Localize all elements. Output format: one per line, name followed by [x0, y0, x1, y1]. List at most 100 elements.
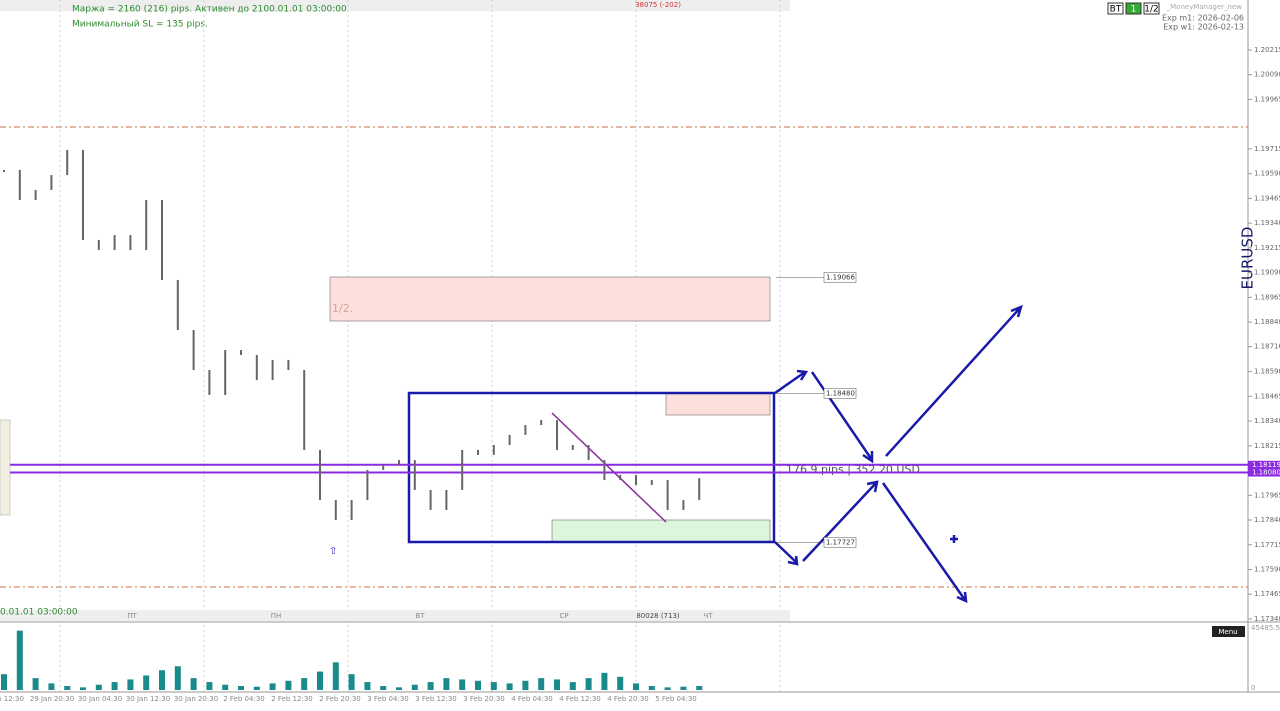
- toolbar-button-label[interactable]: 1: [1131, 5, 1137, 15]
- price-tag-label: 1.18119: [1252, 461, 1280, 469]
- day-label: ПТ: [127, 612, 137, 620]
- toolbar-button-label[interactable]: 1/2: [1144, 5, 1158, 15]
- margin-text: Маржа = 2160 (216) pips. Активен до 2100…: [72, 5, 347, 15]
- cross: [950, 535, 958, 543]
- price-tick-label: 1.17465: [1254, 590, 1280, 598]
- volume-bar: [601, 672, 608, 690]
- menu-text[interactable]: Menu: [1218, 628, 1237, 636]
- volume-bar: [696, 686, 703, 690]
- price-tick-label: 1.19715: [1254, 145, 1280, 153]
- volume-bar: [664, 687, 671, 690]
- zone-label: 1/2.: [332, 302, 353, 315]
- volume-bar: [348, 674, 355, 690]
- top-bar: [0, 0, 790, 11]
- volume-bar: [16, 630, 23, 690]
- arrow: [774, 369, 809, 395]
- arrow: [885, 304, 1023, 457]
- volume-bar: [80, 687, 86, 690]
- day-label: ПН: [271, 612, 282, 620]
- date-label: 2 Feb 12:30: [271, 695, 312, 703]
- volume-bar: [617, 676, 624, 690]
- supply-zone: [329, 276, 771, 322]
- volume-bar: [238, 686, 244, 690]
- toolbar-button-label[interactable]: BT: [1110, 5, 1122, 15]
- day-label: ВТ: [415, 612, 425, 620]
- level-label: 1.17727: [826, 538, 855, 546]
- volume-bar: [411, 684, 418, 690]
- date-label: 30 Jan 12:30: [126, 695, 170, 703]
- buy-zone: [551, 519, 771, 543]
- trend-line: [551, 412, 667, 523]
- toolbar-button[interactable]: [1125, 2, 1142, 15]
- volume-bar: [475, 680, 481, 690]
- price-tick-label: 1.18590: [1254, 368, 1280, 376]
- exp-m1: Exp m1: 2026-02-06: [1162, 14, 1244, 23]
- volume-bar: [143, 675, 150, 690]
- time-left-label: 0.01.01 03:00:00: [0, 608, 78, 618]
- date-label: 30 Jan 04:30: [78, 695, 122, 703]
- volume-bar: [1, 674, 7, 690]
- volume-bar: [522, 680, 529, 690]
- volume-bar: [317, 671, 323, 690]
- volume-bar: [648, 686, 655, 690]
- side-panel: [0, 419, 11, 516]
- volume-bar: [633, 683, 639, 690]
- date-label: 4 Feb 12:30: [559, 695, 600, 703]
- volume-bar: [380, 686, 387, 690]
- level-box: [823, 537, 857, 548]
- top-counter: 38075 (-202): [635, 1, 681, 9]
- exp-w1: Exp w1: 2026-02-13: [1163, 23, 1244, 32]
- date-label: 2 Feb 04:30: [223, 695, 264, 703]
- volume-bar: [64, 686, 71, 690]
- volume-bar: [222, 684, 229, 690]
- price-tick-label: 1.18215: [1254, 442, 1280, 450]
- volume-bar: [538, 678, 545, 690]
- price-tick-label: 1.19965: [1254, 95, 1280, 103]
- volume-bar: [680, 686, 687, 690]
- volume-bar: [332, 662, 339, 690]
- price-tick-label: 1.19340: [1254, 219, 1280, 227]
- volume-bar: [95, 684, 102, 690]
- date-label: 3 Feb 20:30: [463, 695, 504, 703]
- toolbar-button[interactable]: [1107, 2, 1124, 15]
- sell-zone: [665, 392, 771, 416]
- time-bar: [0, 610, 790, 621]
- price-tag-label: 1.18080: [1252, 469, 1280, 477]
- price-tick-label: 1.17840: [1254, 516, 1280, 524]
- price-tick-label: 1.17340: [1254, 615, 1280, 623]
- menu-button[interactable]: [1212, 626, 1245, 637]
- price-tick-label: 1.18716: [1254, 343, 1280, 351]
- price-tag: [1248, 460, 1280, 469]
- indicator-name: _MoneyManager_new: [1166, 3, 1243, 11]
- range-box: [407, 391, 776, 544]
- price-tick-label: 1.19590: [1254, 170, 1280, 178]
- date-label: 2 Feb 20:30: [319, 695, 360, 703]
- price-tick-label: 1.18340: [1254, 417, 1280, 425]
- date-label: 5 Feb 04:30: [655, 695, 696, 703]
- volume-bar: [285, 680, 292, 690]
- level-box: [823, 272, 857, 283]
- volume-bar: [396, 687, 402, 690]
- date-label: 30 Jan 20:30: [174, 695, 218, 703]
- toolbar-button[interactable]: [1143, 2, 1160, 15]
- volume-bar: [253, 686, 260, 690]
- date-label: 29 Jan 20:30: [30, 695, 74, 703]
- date-label: 4 Feb 04:30: [511, 695, 552, 703]
- price-tick-label: 1.17590: [1254, 565, 1280, 573]
- arrow: [802, 480, 879, 562]
- price-tick-label: 1.18840: [1254, 318, 1280, 326]
- volume-bar: [301, 678, 308, 690]
- time-counter: 80028 (713): [636, 612, 680, 620]
- date-label: 3 Feb 04:30: [367, 695, 408, 703]
- volume-bar: [443, 678, 450, 690]
- level-label: 1.19066: [826, 273, 855, 281]
- volume-bar: [364, 682, 371, 690]
- symbol: EURUSD: [1239, 227, 1257, 290]
- sl-text: Минимальный SL = 135 pips.: [72, 20, 208, 30]
- price-tag: [1248, 468, 1280, 477]
- price-tick-label: 1.19090: [1254, 269, 1280, 277]
- up-arrow-icon: ⇧: [329, 546, 337, 557]
- date-label: 9 Jan 12:30: [0, 695, 24, 703]
- price-tick-label: 1.18465: [1254, 392, 1280, 400]
- day-label: СР: [559, 612, 568, 620]
